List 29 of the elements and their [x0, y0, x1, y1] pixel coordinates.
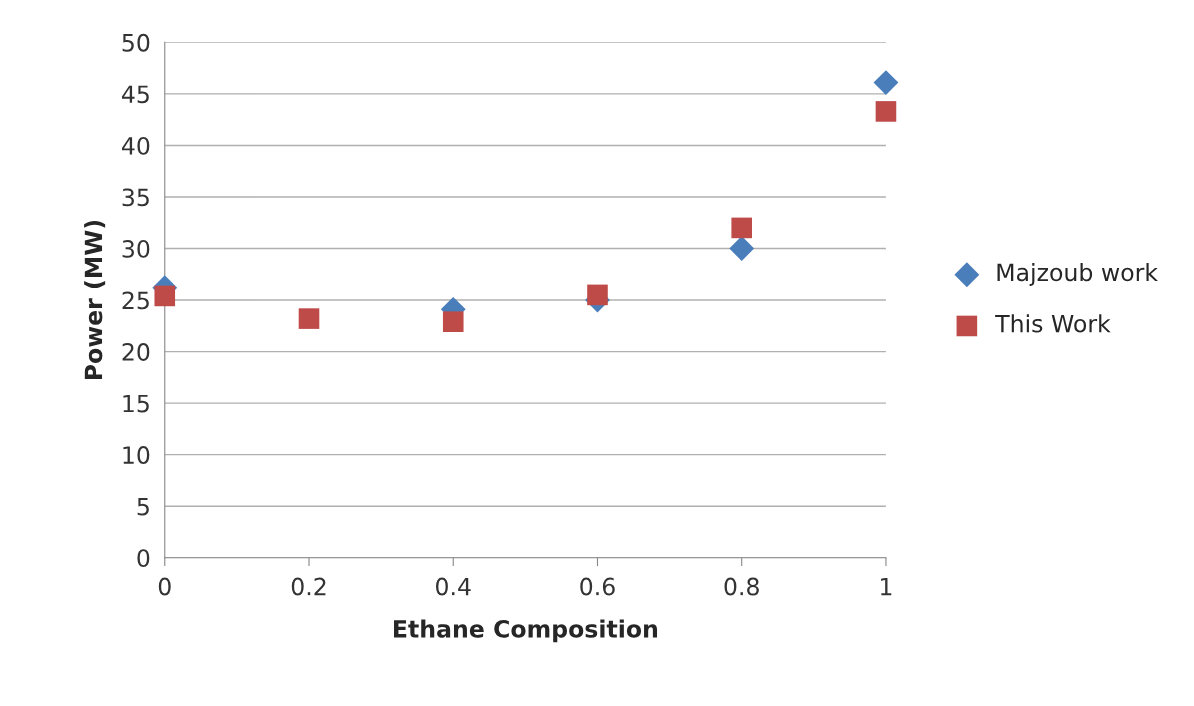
y-tick-label: 35: [122, 188, 149, 207]
legend-label: This Work: [995, 314, 1111, 333]
x-axis-title: Ethane Composition: [394, 619, 658, 643]
y-tick-label: 5: [137, 497, 149, 516]
y-tick-label: 50: [122, 33, 150, 52]
point: [875, 101, 897, 122]
y-tick-label: 25: [122, 291, 149, 310]
point: [298, 308, 320, 329]
point: [154, 285, 176, 307]
x-tick-label: 0.8: [724, 577, 759, 596]
x-tick-label: 0.6: [580, 577, 615, 596]
x-tick-label: 0: [158, 577, 171, 596]
y-tick-label: 40: [121, 136, 150, 155]
point: [442, 311, 464, 332]
point: [873, 70, 899, 95]
x-tick-label: 0.2: [291, 577, 326, 596]
y-axis-title: Power (MW): [84, 220, 106, 380]
y-tick-label: 20: [122, 343, 150, 361]
x-tick-label: 1: [881, 577, 892, 596]
point: [731, 217, 753, 239]
point: [587, 284, 608, 306]
y-tick-label: 0: [137, 549, 150, 568]
y-tick-label: 45: [121, 85, 149, 104]
y-tick-label: 15: [123, 394, 149, 413]
legend-label: Majzoub work: [997, 263, 1158, 286]
point: [729, 236, 755, 261]
x-tick-label: 0.4: [436, 577, 471, 596]
y-tick-label: 30: [122, 239, 150, 258]
y-tick-label: 10: [123, 446, 150, 464]
